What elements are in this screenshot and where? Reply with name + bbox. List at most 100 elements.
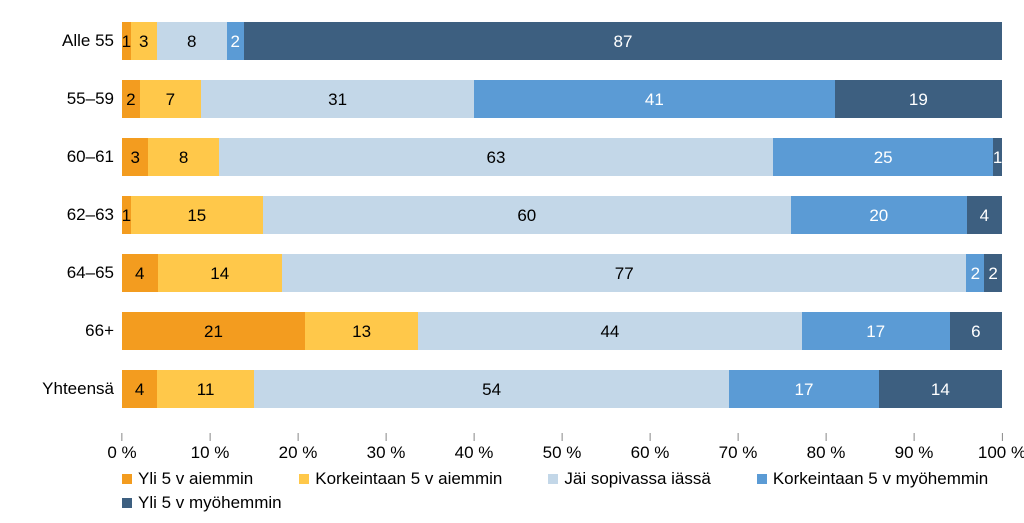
- segment-value: 1: [122, 207, 131, 224]
- tick-label: 70 %: [719, 443, 758, 463]
- bar-segment: 2: [984, 254, 1002, 292]
- bar-segment: 8: [157, 22, 227, 60]
- bar-segment: 31: [201, 80, 474, 118]
- segment-value: 63: [487, 149, 506, 166]
- tick-label: 100 %: [978, 443, 1024, 463]
- segment-value: 2: [230, 33, 239, 50]
- tick-mark: [474, 433, 475, 441]
- bar-segment: 8: [148, 138, 218, 176]
- bar-segment: 2: [122, 80, 140, 118]
- bar-segment: 63: [219, 138, 773, 176]
- bar-segment: 20: [791, 196, 967, 234]
- bar-segment: 17: [729, 370, 879, 408]
- bar-segment: 60: [263, 196, 791, 234]
- segment-value: 3: [139, 33, 148, 50]
- bar-row: 21 13 44 17 6: [122, 302, 1002, 360]
- x-tick: 80 %: [807, 433, 846, 463]
- bar-row: 27 31 41 19: [122, 70, 1002, 128]
- bar: 1382 87: [122, 22, 1002, 60]
- segment-value: 14: [210, 265, 229, 282]
- tick-mark: [650, 433, 651, 441]
- bar-segment: 7: [140, 80, 202, 118]
- bar-row: 1382 87: [122, 12, 1002, 70]
- x-tick: 70 %: [719, 433, 758, 463]
- segment-value: 4: [980, 207, 989, 224]
- stacked-bar-chart: Alle 55 55–59 60–61 62–63 64–65 66+Yhteensä 1…: [0, 0, 1024, 523]
- bar-segment: 4: [122, 254, 158, 292]
- legend-label: Yli 5 v myöhemmin: [138, 493, 282, 513]
- tick-mark: [826, 433, 827, 441]
- bar-row: 1 15 60 20 4: [122, 186, 1002, 244]
- segment-value: 44: [600, 323, 619, 340]
- tick-mark: [562, 433, 563, 441]
- segment-value: 21: [204, 323, 223, 340]
- bar-segment: 14: [158, 254, 282, 292]
- category-axis: Alle 55 55–59 60–61 62–63 64–65 66+Yhteensä: [22, 12, 122, 431]
- segment-value: 2: [988, 265, 997, 282]
- tick-mark: [738, 433, 739, 441]
- bar-segment: 1: [122, 22, 131, 60]
- tick-label: 30 %: [367, 443, 406, 463]
- bar-segment: 2: [966, 254, 984, 292]
- segment-value: 17: [866, 323, 885, 340]
- bar-segment: 77: [282, 254, 966, 292]
- segment-value: 4: [135, 265, 144, 282]
- x-tick: 40 %: [455, 433, 494, 463]
- category-label: Alle 55: [22, 12, 122, 70]
- segment-value: 60: [517, 207, 536, 224]
- category-label-text: 55–59: [67, 89, 114, 109]
- legend-item: Korkeintaan 5 v myöhemmin: [757, 469, 988, 489]
- bar-segment: 13: [305, 312, 418, 350]
- segment-value: 1: [993, 149, 1002, 166]
- bars-area: 1382872731411938632511156020441477222113…: [122, 12, 1002, 431]
- tick-label: 90 %: [895, 443, 934, 463]
- legend-swatch: [122, 474, 132, 484]
- segment-value: 2: [971, 265, 980, 282]
- x-axis-area: 0 %10 %20 %30 %40 %50 %60 %70 %80 %90 %1…: [22, 433, 1002, 467]
- bar-row: 4 14 77 22: [122, 244, 1002, 302]
- segment-value: 6: [971, 323, 980, 340]
- bar: 21 13 44 17 6: [122, 312, 1002, 350]
- bar-row: 3 8 63 25 1: [122, 128, 1002, 186]
- segment-value: 13: [352, 323, 371, 340]
- x-tick: 0 %: [107, 433, 136, 463]
- bar-segment: 11: [157, 370, 254, 408]
- bar-segment: 6: [950, 312, 1002, 350]
- category-label: 62–63: [22, 186, 122, 244]
- bar-segment: 3: [122, 138, 148, 176]
- legend-label: Yli 5 v aiemmin: [138, 469, 253, 489]
- x-axis: 0 %10 %20 %30 %40 %50 %60 %70 %80 %90 %1…: [122, 433, 1002, 467]
- bar-row: 411541714: [122, 360, 1002, 418]
- legend-item: Korkeintaan 5 v aiemmin: [299, 469, 502, 489]
- category-label-text: 64–65: [67, 263, 114, 283]
- segment-value: 87: [613, 33, 632, 50]
- legend-swatch: [757, 474, 767, 484]
- tick-mark: [121, 433, 122, 441]
- category-label: Yhteensä: [22, 360, 122, 418]
- legend-swatch: [122, 498, 132, 508]
- bar: 411541714: [122, 370, 1002, 408]
- category-label: 66+: [22, 302, 122, 360]
- bar-segment: 44: [418, 312, 801, 350]
- segment-value: 3: [130, 149, 139, 166]
- bar: 27 31 41 19: [122, 80, 1002, 118]
- segment-value: 31: [328, 91, 347, 108]
- category-label-text: 62–63: [67, 205, 114, 225]
- bar-segment: 19: [835, 80, 1002, 118]
- x-tick: 60 %: [631, 433, 670, 463]
- x-tick: 50 %: [543, 433, 582, 463]
- segment-value: 77: [615, 265, 634, 282]
- bar-segment: 54: [254, 370, 729, 408]
- legend: Yli 5 v aiemminKorkeintaan 5 v aiemminJä…: [22, 469, 1002, 513]
- x-tick: 30 %: [367, 433, 406, 463]
- category-label-text: 60–61: [67, 147, 114, 167]
- segment-value: 15: [187, 207, 206, 224]
- segment-value: 8: [179, 149, 188, 166]
- bar-segment: 25: [773, 138, 993, 176]
- bar-segment: 4: [122, 370, 157, 408]
- segment-value: 41: [645, 91, 664, 108]
- legend-item: Yli 5 v myöhemmin: [122, 493, 282, 513]
- legend-swatch: [548, 474, 558, 484]
- bar-segment: 15: [131, 196, 263, 234]
- segment-value: 25: [874, 149, 893, 166]
